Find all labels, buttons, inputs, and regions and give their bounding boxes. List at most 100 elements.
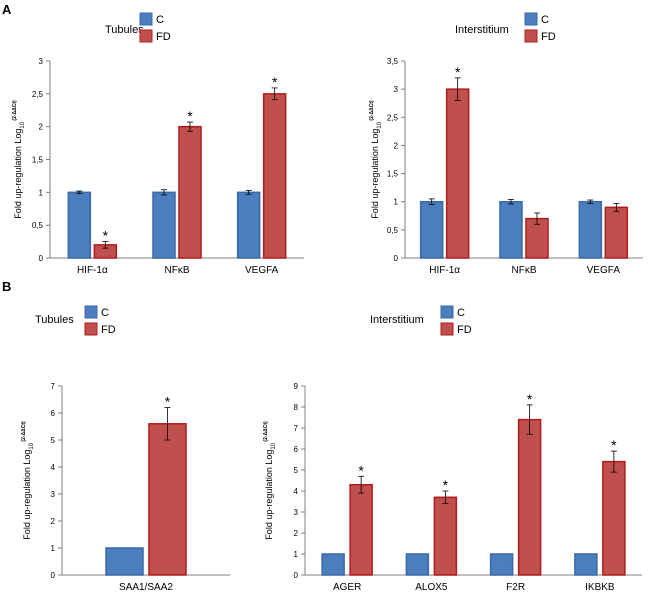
legend-swatch-fd [139, 29, 153, 43]
y-tick-label: 2 [51, 517, 56, 526]
legend-swatch-fd [440, 322, 454, 336]
y-tick-label: 0 [394, 254, 399, 263]
y-tick-label: 6 [294, 445, 299, 454]
bar-c [499, 200, 523, 259]
x-tick-label: NFκB [512, 265, 537, 276]
panel-label-a: A [2, 2, 12, 17]
y-axis-label: Fold up-regulation Log10 (2-ΔΔCt) [12, 100, 26, 219]
y-tick-label: 0 [51, 571, 56, 580]
y-tick-label: 1,5 [32, 156, 44, 165]
significance-marker: * [455, 64, 461, 80]
legend-label-fd: FD [156, 31, 171, 43]
bar-fd [148, 423, 187, 576]
bar-c [236, 191, 261, 259]
legend-swatch-c [84, 305, 98, 319]
y-axis-label: Fold up-regulation Log10 (2-ΔΔCt) [21, 421, 35, 540]
significance-marker: * [103, 228, 109, 244]
y-tick-label: 1,5 [387, 170, 399, 179]
chart-B-tubules: 0 1 2 3 4 5 6 7 Fold up-regulation Log10 (2-ΔΔCt… [21, 305, 230, 593]
y-tick-label: 4 [294, 487, 299, 496]
panel-label-b: B [2, 279, 11, 294]
bar-fd [178, 125, 202, 259]
y-tick-label: 0,5 [32, 221, 44, 230]
y-tick-label: 2,5 [32, 90, 44, 99]
legend-swatch-c [139, 12, 153, 26]
y-tick-label: 1 [39, 188, 44, 197]
bar-fd [445, 88, 470, 259]
chart-title: Interstitium [455, 24, 509, 36]
y-tick-label: 3 [39, 57, 44, 66]
y-tick-label: 0 [39, 254, 44, 263]
bar-fd [517, 418, 542, 576]
y-tick-label: 2,5 [387, 113, 399, 122]
y-tick-label: 4 [51, 463, 56, 472]
legend-swatch-c [440, 305, 454, 319]
legend-label-c: C [541, 14, 549, 26]
y-tick-label: 1 [294, 550, 299, 559]
y-tick-label: 7 [294, 424, 299, 433]
x-tick-label: HIF-1α [77, 265, 108, 276]
bar-c [321, 553, 345, 576]
legend-swatch-fd [524, 29, 538, 43]
y-tick-label: 3,5 [387, 57, 399, 66]
chart-B-interstitium: 0 1 2 3 4 5 6 7 8 9 Fold up-regulation Log10 (2-ΔΔ… [263, 305, 642, 593]
significance-marker: * [272, 74, 278, 90]
y-tick-label: 1 [51, 544, 56, 553]
y-tick-label: 0 [294, 571, 299, 580]
y-tick-label: 3 [394, 85, 399, 94]
y-tick-label: 6 [51, 409, 56, 418]
legend-label-c: C [101, 307, 109, 319]
x-tick-label: NFκB [165, 265, 190, 276]
y-tick-label: 9 [294, 382, 299, 391]
y-tick-label: 0,5 [387, 226, 399, 235]
legend-label-c: C [156, 14, 164, 26]
y-axis-label: Fold up-regulation Log10 (2-ΔΔCt) [263, 421, 277, 540]
significance-marker: * [611, 437, 617, 453]
bar-c [105, 547, 144, 576]
legend-label-fd: FD [101, 324, 116, 336]
bar-c [489, 553, 514, 576]
chart-A-interstitium: 0 0,5 1 1,5 2 2,5 3 3,5 Fold up-regulation Log10… [369, 12, 643, 276]
y-tick-label: 2 [39, 123, 44, 132]
y-tick-label: 3 [51, 490, 56, 499]
significance-marker: * [358, 462, 364, 478]
y-axis-label: Fold up-regulation Log10 (2-ΔΔCt) [369, 100, 383, 219]
x-tick-label: VEGFA [245, 265, 279, 276]
y-tick-label: 5 [294, 466, 299, 475]
legend-swatch-fd [84, 322, 98, 336]
y-tick-label: 8 [294, 403, 299, 412]
y-tick-label: 5 [51, 436, 56, 445]
bar-fd [433, 496, 458, 576]
legend-swatch-c [524, 12, 538, 26]
y-tick-label: 2 [294, 529, 299, 538]
significance-marker: * [165, 394, 171, 410]
legend-label-c: C [457, 307, 465, 319]
bar-c [152, 191, 176, 259]
legend-label-fd: FD [457, 324, 472, 336]
y-tick-label: 2 [394, 141, 399, 150]
charts-layer: 0 0,5 1 1,5 2 2,5 3 Fold up-regulation Log10 (2… [12, 12, 643, 593]
y-tick-label: 3 [294, 508, 299, 517]
significance-marker: * [187, 108, 193, 124]
x-tick-label: ALOX5 [415, 582, 448, 593]
bar-fd [349, 483, 373, 576]
x-tick-label: SAA1/SAA2 [119, 582, 173, 593]
x-tick-label: IKBKB [585, 582, 615, 593]
bar-c [67, 191, 92, 259]
bar-c [405, 553, 430, 576]
significance-marker: * [527, 391, 533, 407]
y-tick-label: 7 [51, 382, 56, 391]
chart-title: Interstitium [370, 314, 424, 326]
bar-fd [604, 206, 629, 259]
y-tick-label: 1 [394, 198, 399, 207]
chart-title: Tubules [35, 314, 74, 326]
x-tick-label: VEGFA [587, 265, 621, 276]
x-tick-label: F2R [506, 582, 525, 593]
significance-marker: * [443, 477, 449, 493]
bar-c [578, 200, 603, 259]
bar-c [419, 200, 444, 259]
legend-label-fd: FD [541, 31, 556, 43]
chart-A-tubules: 0 0,5 1 1,5 2 2,5 3 Fold up-regulation Log10 (2… [12, 12, 304, 276]
x-tick-label: AGER [333, 582, 361, 593]
